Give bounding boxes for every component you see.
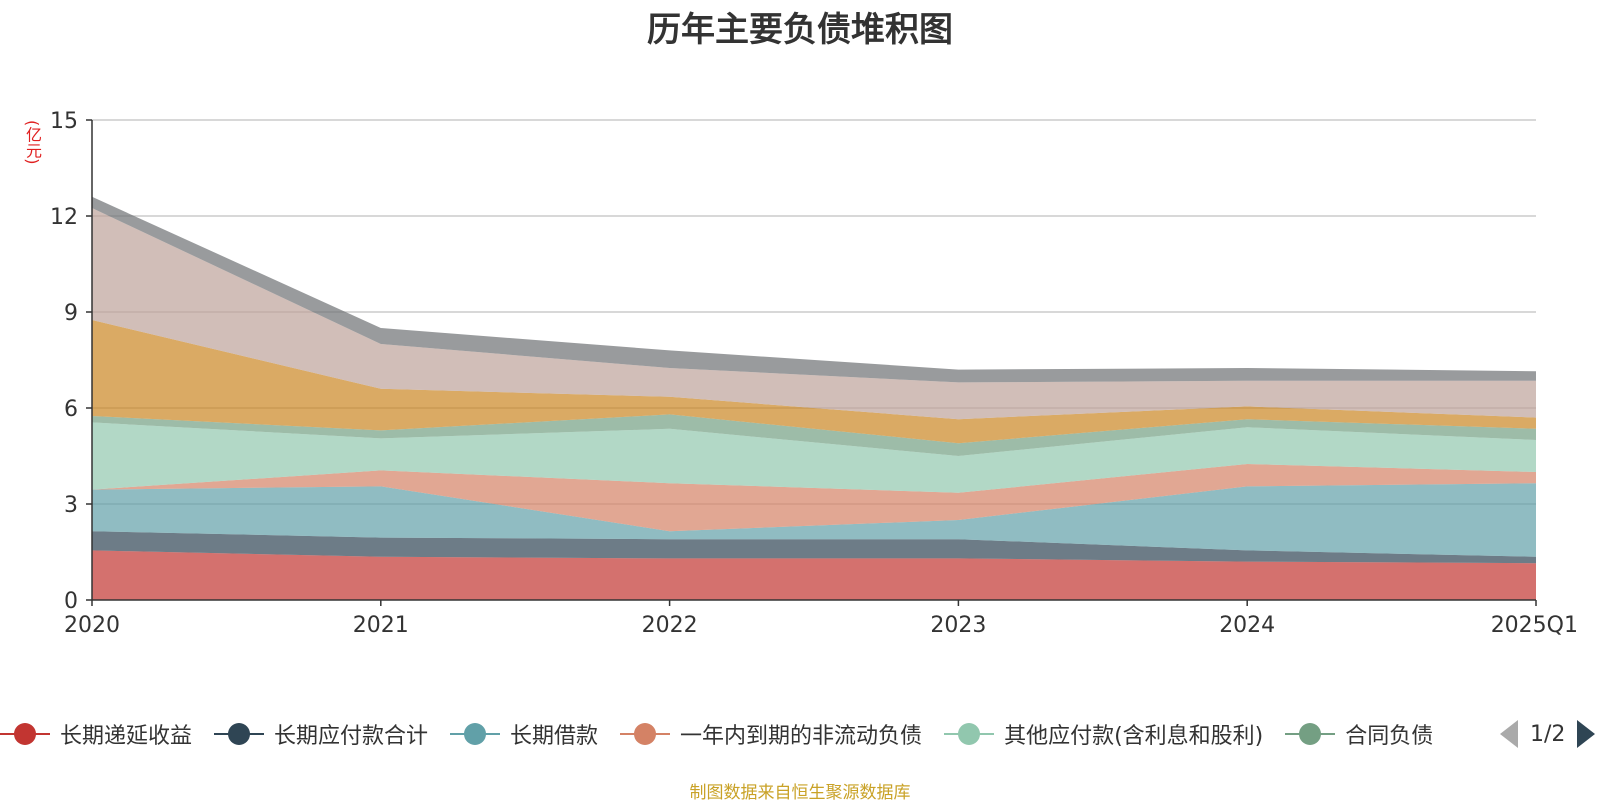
series-area-8 <box>92 196 1536 383</box>
legend-symbol-dot <box>958 723 981 745</box>
x-tick-label: 2020 <box>64 613 120 638</box>
legend-symbol-icon <box>620 723 671 745</box>
legend-label: 长期借款 <box>510 724 599 749</box>
legend-page-indicator: 1/2 <box>1530 721 1566 747</box>
y-tick-label: 12 <box>50 205 78 230</box>
legend-next-page-icon[interactable] <box>1577 720 1596 748</box>
legend-track: 长期递延收益 长期应付款合计 长期借款 一年内到期的非流动负债 其他应付款(含利息和股利… <box>0 716 1482 752</box>
legend-symbol-icon <box>1285 723 1336 745</box>
x-tick-label: 2021 <box>353 613 409 638</box>
series-area-7 <box>92 208 1536 420</box>
y-tick-label: 15 <box>50 109 78 134</box>
series-area-0 <box>92 550 1536 600</box>
legend-symbol-icon <box>944 723 995 745</box>
plot-area: 0 3 6 9 12 15 2020 2021 2022 2023 2024 2025Q1 <box>50 109 1578 638</box>
series-area-6 <box>92 320 1536 444</box>
legend-label: 一年内到期的非流动负债 <box>680 724 923 749</box>
series-area-4 <box>92 422 1536 493</box>
legend-label: 合同负债 <box>1345 724 1434 749</box>
legend-prev-page-icon[interactable] <box>1500 720 1518 748</box>
x-tick-label: 2024 <box>1219 613 1275 638</box>
legend-symbol-dot <box>634 723 657 745</box>
series-area-1 <box>92 531 1536 564</box>
legend-symbol-icon <box>0 723 50 745</box>
y-tick-label: 6 <box>64 397 78 422</box>
series-area-2 <box>92 483 1536 557</box>
legend-symbol-icon <box>214 723 265 745</box>
legend-pager: 1/2 <box>1500 716 1596 752</box>
legend-item[interactable]: 长期应付款合计 <box>214 718 428 750</box>
series-area-3 <box>92 464 1536 532</box>
legend-symbol-dot <box>14 723 36 745</box>
x-tick-label: 2022 <box>642 613 698 638</box>
x-tick-label: 2023 <box>930 613 986 638</box>
legend-symbol-dot <box>1299 723 1322 745</box>
legend-label: 长期应付款合计 <box>274 724 429 749</box>
legend-symbol-icon <box>450 723 501 745</box>
legend-viewport: 长期递延收益 长期应付款合计 长期借款 一年内到期的非流动负债 其他应付款(含利息和股利… <box>0 716 1482 752</box>
legend-symbol-dot <box>228 723 251 745</box>
legend-label: 其他应付款(含利息和股利) <box>1004 724 1264 749</box>
legend-item[interactable]: 长期借款 <box>450 718 598 750</box>
legend-symbol-dot <box>464 723 487 745</box>
data-source-note: 制图数据来自恒生聚源数据库 <box>689 783 911 803</box>
legend-item[interactable]: 合同负债 <box>1285 718 1433 750</box>
y-axis-unit-label: (亿元) <box>23 120 42 165</box>
y-tick-label: 0 <box>64 589 78 614</box>
legend-item[interactable]: 长期递延收益 <box>0 718 192 750</box>
y-tick-label: 9 <box>64 301 78 326</box>
legend-item[interactable]: 其他应付款(含利息和股利) <box>944 718 1263 750</box>
series-area-5 <box>92 414 1536 456</box>
legend-item[interactable]: 一年内到期的非流动负债 <box>620 718 922 750</box>
y-tick-label: 3 <box>64 493 78 518</box>
legend: 长期递延收益 长期应付款合计 长期借款 一年内到期的非流动负债 其他应付款(含利息和股利… <box>0 716 1600 752</box>
chart-title: 历年主要负债堆积图 <box>647 10 953 50</box>
x-tick-label: 2025Q1 <box>1491 613 1578 638</box>
legend-label: 长期递延收益 <box>60 724 193 749</box>
